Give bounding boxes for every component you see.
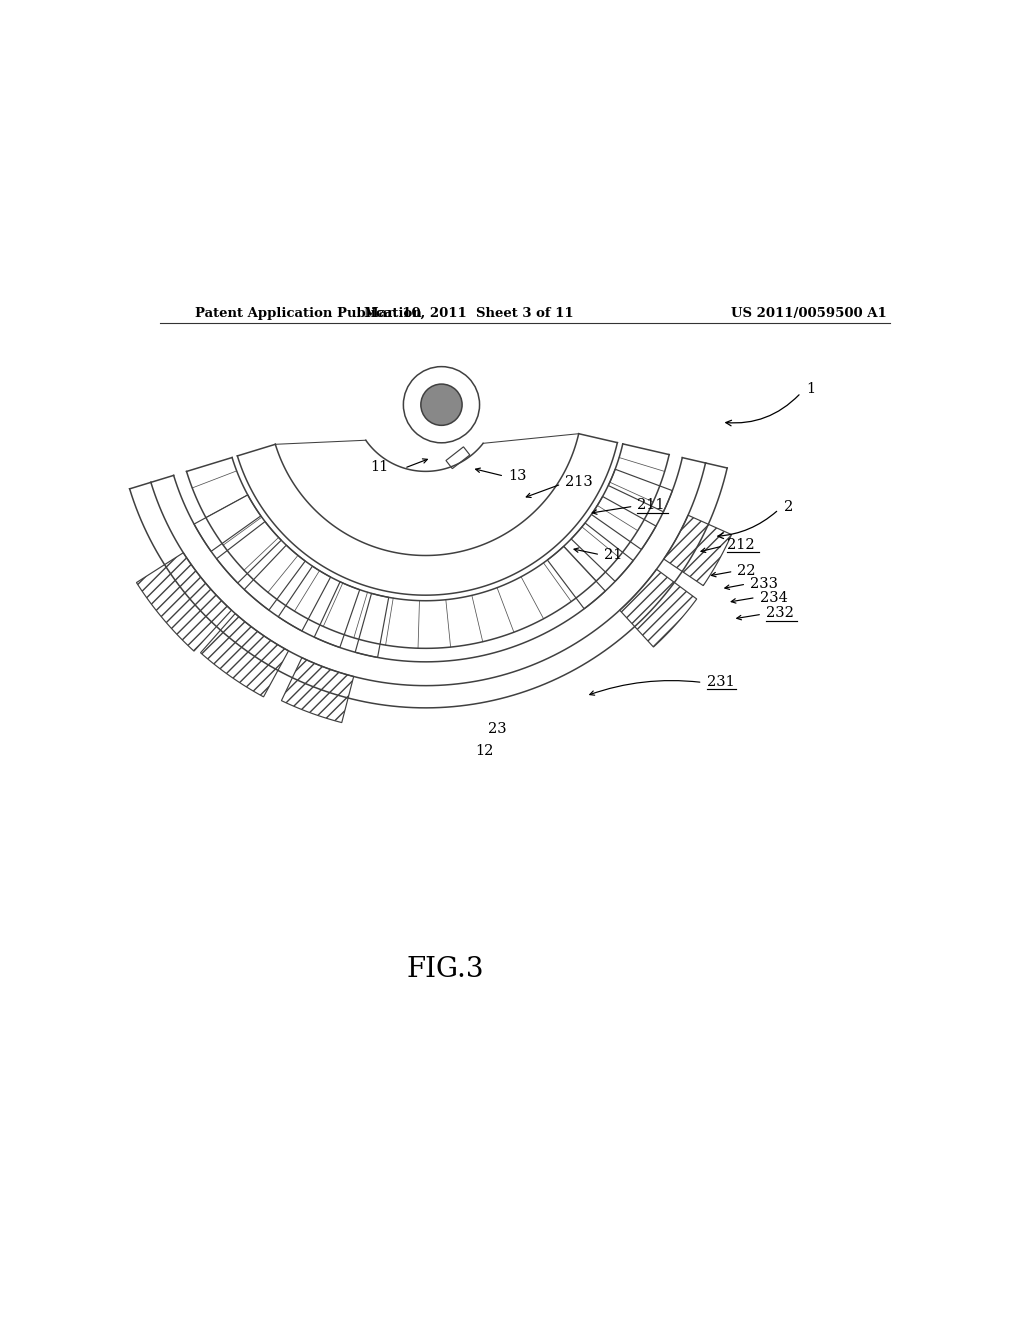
Circle shape [421,384,462,425]
Text: 2: 2 [784,500,794,513]
Text: 1: 1 [807,381,816,396]
Text: 23: 23 [487,722,506,735]
Text: 21: 21 [604,548,623,562]
Text: 234: 234 [760,590,787,605]
Text: 22: 22 [737,565,756,578]
Text: 232: 232 [766,606,794,620]
Text: 213: 213 [565,475,593,490]
Polygon shape [620,569,696,647]
Text: 13: 13 [508,469,526,483]
Polygon shape [136,553,231,651]
Polygon shape [201,614,289,697]
Text: 11: 11 [370,459,388,474]
Text: FIG.3: FIG.3 [407,956,484,983]
Text: 233: 233 [751,577,778,591]
Polygon shape [664,515,731,586]
Text: Mar. 10, 2011  Sheet 3 of 11: Mar. 10, 2011 Sheet 3 of 11 [365,308,574,319]
Text: 212: 212 [727,539,755,552]
Text: Patent Application Publication: Patent Application Publication [196,308,422,319]
Text: 211: 211 [638,499,665,512]
Polygon shape [282,657,353,722]
Text: 231: 231 [707,675,734,689]
Text: US 2011/0059500 A1: US 2011/0059500 A1 [731,308,887,319]
Text: 12: 12 [475,743,494,758]
